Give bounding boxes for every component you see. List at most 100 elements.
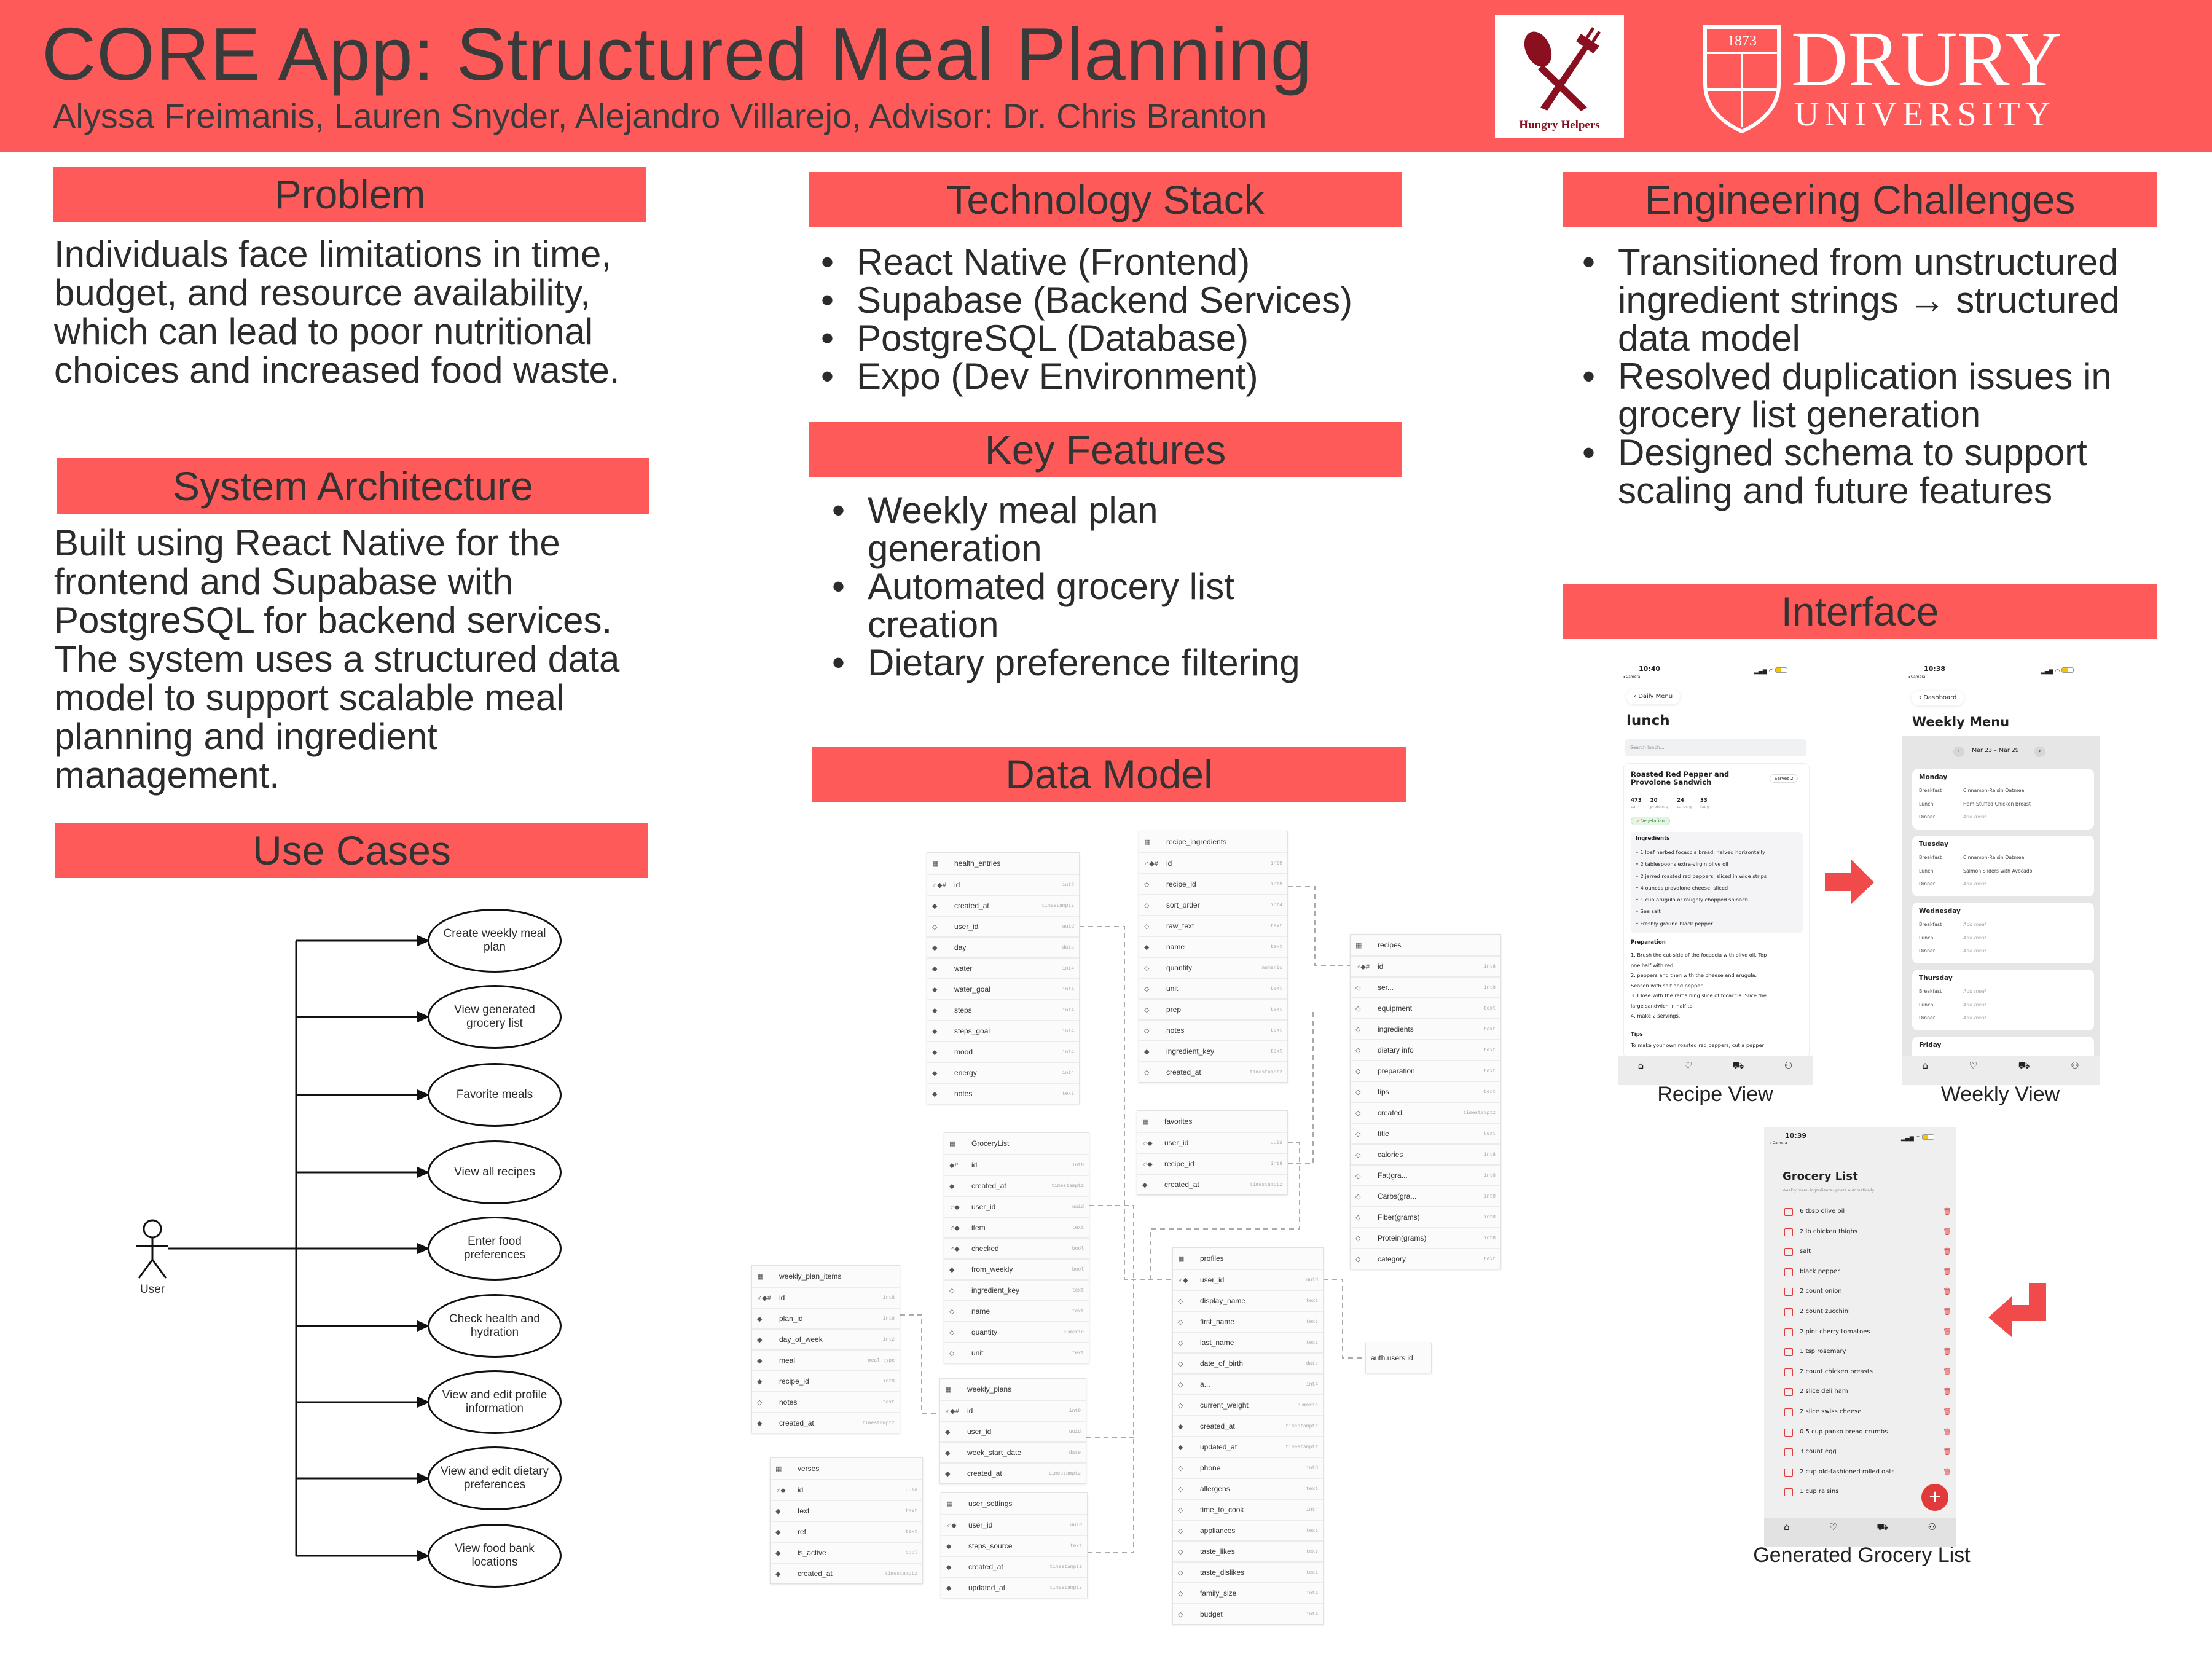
item-checkbox[interactable] bbox=[1784, 1388, 1793, 1397]
item-checkbox[interactable] bbox=[1784, 1468, 1793, 1477]
nullable-icon: ◇ bbox=[1355, 1214, 1361, 1222]
trash-icon[interactable]: 🗑 bbox=[1943, 1467, 1951, 1476]
search-input[interactable]: Search lunch... bbox=[1625, 739, 1806, 756]
trash-icon[interactable]: 🗑 bbox=[1943, 1227, 1951, 1236]
home-icon[interactable]: ⌂ bbox=[1784, 1521, 1790, 1532]
trash-icon[interactable]: 🗑 bbox=[1943, 1327, 1951, 1336]
table-field: ◆ is_active bool bbox=[771, 1542, 922, 1563]
required-icon: ◆ bbox=[945, 1428, 951, 1436]
trash-icon[interactable]: 🗑 bbox=[1943, 1427, 1951, 1436]
item-checkbox[interactable] bbox=[1784, 1488, 1793, 1497]
day-card[interactable]: Tuesday Breakfast Cinnamon-Raisin Oatmeal L… bbox=[1912, 836, 2094, 896]
required-icon: ◆ bbox=[1178, 1443, 1183, 1451]
back-button[interactable]: ‹ Dashboard bbox=[1912, 691, 1964, 705]
next-week-button[interactable]: › bbox=[2034, 747, 2045, 757]
field-type: int4 bbox=[1062, 1049, 1074, 1055]
prev-week-button[interactable]: ‹ bbox=[1953, 747, 1964, 757]
meal-recipe[interactable]: Cinnamon-Raisin Oatmeal bbox=[1963, 788, 2026, 793]
table-name: recipe_ingredients bbox=[1166, 837, 1227, 846]
arrowhead-icon bbox=[417, 1396, 430, 1408]
field-name: is_active bbox=[798, 1548, 826, 1557]
field-name: Fiber(grams) bbox=[1378, 1213, 1420, 1222]
table-field: ◇ created timestamptz bbox=[1351, 1102, 1500, 1123]
cart-icon[interactable]: ⛟ bbox=[2018, 1060, 2030, 1071]
trash-icon[interactable]: 🗑 bbox=[1943, 1287, 1951, 1296]
profile-icon[interactable]: ⚇ bbox=[1784, 1060, 1793, 1071]
item-checkbox[interactable] bbox=[1784, 1268, 1793, 1276]
status-icons: ▂▄▆ ◠ bbox=[1901, 1134, 1935, 1142]
field-type: int8 bbox=[1270, 1161, 1282, 1167]
day-card[interactable]: Wednesday Breakfast Add meal Lunch Add meal D… bbox=[1912, 903, 2094, 963]
item-checkbox[interactable] bbox=[1784, 1228, 1793, 1236]
item-checkbox[interactable] bbox=[1784, 1208, 1793, 1216]
heart-icon[interactable]: ♡ bbox=[1829, 1521, 1838, 1532]
add-meal-button[interactable]: Add meal bbox=[1963, 989, 1986, 994]
heart-icon[interactable]: ♡ bbox=[1969, 1060, 1977, 1071]
table-field: ◇ display_name text bbox=[1173, 1290, 1323, 1311]
meal-recipe[interactable]: Salmon Sliders with Avocado bbox=[1963, 868, 2033, 874]
table-icon: ▦ bbox=[775, 1465, 782, 1473]
add-item-button[interactable]: + bbox=[1921, 1484, 1948, 1511]
macro-stat: 24 carbs g bbox=[1677, 798, 1692, 810]
nullable-icon: ◇ bbox=[1178, 1610, 1183, 1618]
trash-icon[interactable]: 🗑 bbox=[1943, 1448, 1951, 1456]
add-meal-button[interactable]: Add meal bbox=[1963, 948, 1986, 954]
item-checkbox[interactable] bbox=[1784, 1408, 1793, 1416]
table-field: ◇ notes text bbox=[752, 1391, 900, 1412]
item-checkbox[interactable] bbox=[1784, 1328, 1793, 1336]
profile-icon[interactable]: ⚇ bbox=[1928, 1521, 1936, 1532]
university-name: DRURY bbox=[1791, 15, 2062, 103]
trash-icon[interactable]: 🗑 bbox=[1943, 1267, 1951, 1276]
trash-icon[interactable]: 🗑 bbox=[1943, 1408, 1951, 1416]
meal-recipe[interactable]: Cinnamon-Raisin Oatmeal bbox=[1963, 855, 2026, 860]
add-meal-button[interactable]: Add meal bbox=[1963, 1002, 1986, 1008]
field-name: last_name bbox=[1200, 1338, 1234, 1347]
recipe-view-screenshot: 10:40 ◂ Camera ▂▄▆ ◠ ‹ Daily Menu lunch … bbox=[1618, 659, 1813, 1085]
add-meal-button[interactable]: Add meal bbox=[1963, 814, 1986, 820]
table-icon: ▦ bbox=[945, 1386, 952, 1394]
bullet-text: Dietary preference filtering bbox=[868, 642, 1300, 683]
er-table-health-entries: ▦ health_entries ♂◆# id int8 ◆ created_at times… bbox=[927, 852, 1080, 1104]
item-checkbox[interactable] bbox=[1784, 1428, 1793, 1437]
cart-icon[interactable]: ⛟ bbox=[1877, 1521, 1889, 1532]
trash-icon[interactable]: 🗑 bbox=[1943, 1387, 1951, 1396]
trash-icon[interactable]: 🗑 bbox=[1943, 1207, 1951, 1215]
home-icon[interactable]: ⌂ bbox=[1922, 1060, 1928, 1071]
ingredient-text: 1 loaf herbed focaccia bread, halved hor… bbox=[1640, 849, 1765, 855]
item-checkbox[interactable] bbox=[1784, 1368, 1793, 1376]
macro-stat: 33 fat g bbox=[1700, 798, 1709, 810]
item-checkbox[interactable] bbox=[1784, 1248, 1793, 1257]
trash-icon[interactable]: 🗑 bbox=[1943, 1347, 1951, 1356]
preparation-line: 2. peppers and then with the cheese and … bbox=[1631, 972, 1757, 978]
day-card[interactable]: Monday Breakfast Cinnamon-Raisin Oatmeal Lu… bbox=[1912, 769, 2094, 830]
field-name: created_at bbox=[1166, 1068, 1201, 1077]
required-icon: ◆ bbox=[775, 1549, 781, 1557]
add-meal-button[interactable]: Add meal bbox=[1963, 1015, 1986, 1021]
home-icon[interactable]: ⌂ bbox=[1637, 1060, 1644, 1071]
trash-icon[interactable]: 🗑 bbox=[1943, 1367, 1951, 1376]
back-button[interactable]: ‹ Daily Menu bbox=[1626, 689, 1680, 704]
meal-label: Breakfast bbox=[1919, 788, 1942, 793]
meal-recipe[interactable]: Ham-Stuffed Chicken Breast bbox=[1963, 801, 2031, 807]
er-table-grocerylist: ▦ GroceryList ◆# id int8 ◆ created_at timestamp… bbox=[944, 1132, 1089, 1363]
trash-icon[interactable]: 🗑 bbox=[1943, 1308, 1951, 1316]
cart-icon[interactable]: ⛟ bbox=[1732, 1060, 1744, 1071]
trash-icon[interactable]: 🗑 bbox=[1943, 1247, 1951, 1256]
add-meal-button[interactable]: Add meal bbox=[1963, 881, 1986, 887]
er-table-weekly-plans: ▦ weekly_plans ♂◆# id int8 ◆ user_id uuid ◆ week_… bbox=[939, 1378, 1086, 1484]
bullet-item: • Designed schema to support scaling and … bbox=[1582, 434, 2165, 510]
add-meal-button[interactable]: Add meal bbox=[1963, 922, 1986, 927]
profile-icon[interactable]: ⚇ bbox=[2071, 1060, 2079, 1071]
field-name: checked bbox=[971, 1244, 999, 1253]
item-checkbox[interactable] bbox=[1784, 1308, 1793, 1316]
item-checkbox[interactable] bbox=[1784, 1448, 1793, 1457]
bullet-item: • Automated grocery list creation bbox=[832, 568, 1310, 644]
day-card[interactable]: Thursday Breakfast Add meal Lunch Add meal Di… bbox=[1912, 970, 2094, 1030]
bullet-item: • Resolved duplication issues in grocery … bbox=[1582, 358, 2165, 434]
nullable-icon: ◇ bbox=[949, 1328, 955, 1336]
heart-icon[interactable]: ♡ bbox=[1684, 1060, 1693, 1071]
add-meal-button[interactable]: Add meal bbox=[1963, 935, 1986, 941]
field-name: ingredients bbox=[1378, 1025, 1414, 1033]
item-checkbox[interactable] bbox=[1784, 1348, 1793, 1357]
item-checkbox[interactable] bbox=[1784, 1288, 1793, 1296]
